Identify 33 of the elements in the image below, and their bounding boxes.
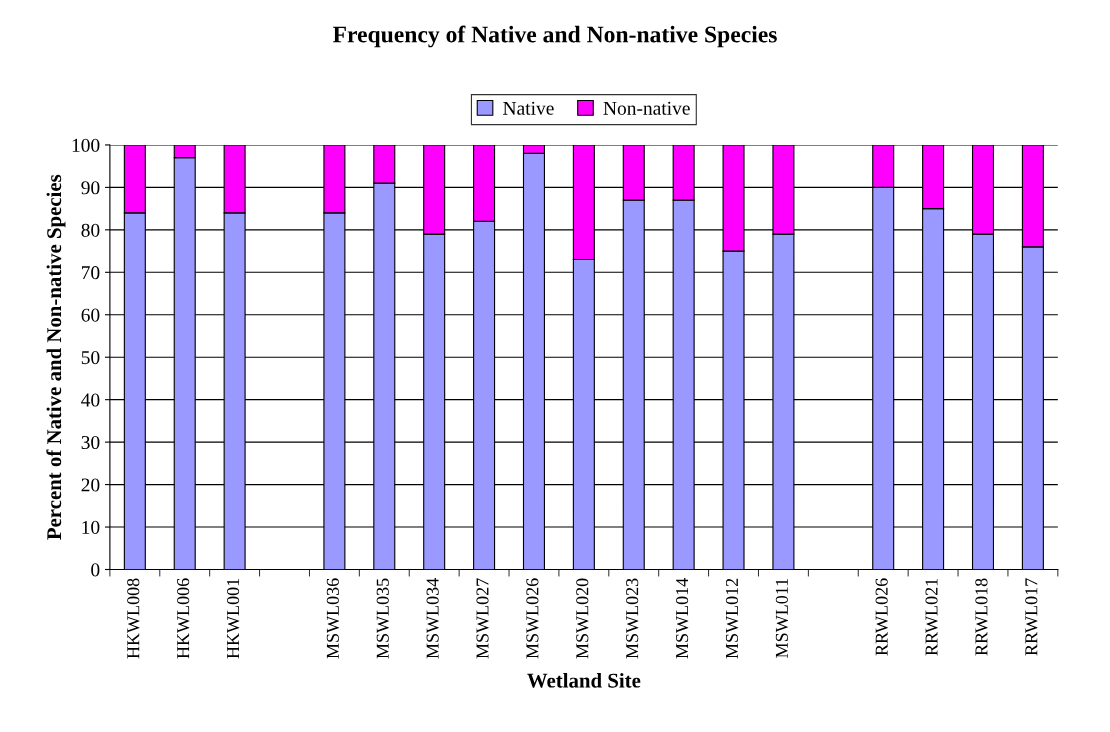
- x-tick-label: MSWL026: [526, 578, 539, 659]
- x-tick-label: HKWL001: [226, 578, 240, 659]
- x-tick-label: RRWL026: [875, 578, 888, 656]
- y-tick-label: 90: [81, 181, 100, 195]
- y-tick-label: 10: [82, 520, 100, 534]
- x-tick-label: MSWL014: [675, 578, 689, 659]
- y-tick-label: 30: [81, 435, 100, 450]
- y-tick-label: 60: [81, 308, 100, 322]
- y-tick-label: 20: [81, 478, 100, 492]
- x-tick-label: RRWL021: [925, 578, 938, 656]
- chart-title: Frequency of Native and Non-native Species: [332, 25, 777, 48]
- x-tick-label: RRWL018: [975, 578, 988, 656]
- x-tick-label: MSWL023: [626, 578, 639, 659]
- y-tick-label: 40: [81, 393, 100, 407]
- legend-label: Non-native: [603, 101, 690, 115]
- x-tick-label: MSWL034: [426, 578, 439, 659]
- x-tick-label: HKWL008: [127, 578, 140, 659]
- x-tick-label: MSWL036: [326, 578, 340, 659]
- y-tick-label: 50: [81, 351, 100, 365]
- y-tick-label: 80: [81, 223, 100, 237]
- y-axis-title: Percent of Native and Non-native Species: [46, 174, 66, 540]
- x-tick-label: MSWL027: [476, 578, 489, 659]
- y-tick-label: 70: [82, 266, 100, 280]
- y-tick-label: 100: [72, 138, 100, 152]
- y-tick-label: 0: [91, 563, 100, 577]
- x-tick-label: RRWL017: [1025, 578, 1038, 656]
- x-tick-label: MSWL012: [725, 578, 739, 659]
- legend-label: Native: [503, 101, 554, 115]
- x-tick-label: MSWL020: [576, 578, 589, 659]
- x-tick-label: MSWL011: [775, 578, 789, 658]
- x-tick-label: MSWL035: [376, 578, 389, 659]
- x-tick-label: HKWL006: [177, 578, 190, 659]
- x-axis-title: Wetland Site: [527, 672, 641, 688]
